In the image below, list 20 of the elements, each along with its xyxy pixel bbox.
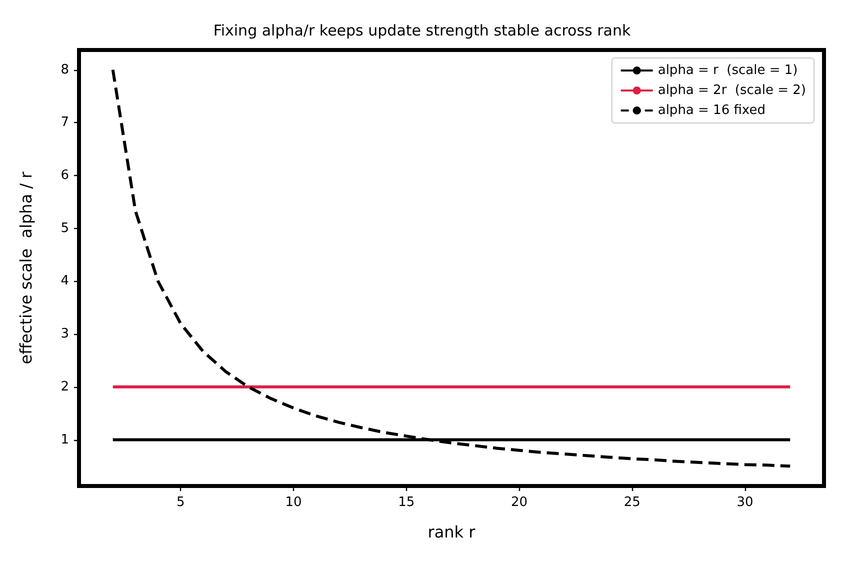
y-tick-label: 3 <box>60 326 69 342</box>
chart-title: Fixing alpha/r keeps update strength stable across rank <box>213 22 631 40</box>
x-tick-label: 5 <box>176 495 185 510</box>
legend-label: alpha = 2r (scale = 2) <box>658 83 806 98</box>
x-tick-label: 25 <box>624 495 640 510</box>
y-tick-label: 8 <box>60 62 69 78</box>
y-tick-label: 1 <box>60 432 69 448</box>
legend-label: alpha = r (scale = 1) <box>658 63 798 78</box>
y-axis-title: effective scale alpha / r <box>16 171 36 364</box>
x-tick-label: 20 <box>510 495 528 510</box>
y-tick-label: 7 <box>60 115 69 130</box>
y-tick-label: 4 <box>60 274 69 289</box>
x-tick-label: 15 <box>398 495 415 510</box>
y-tick-label: 2 <box>60 379 69 394</box>
x-tick-label: 30 <box>736 495 754 510</box>
x-axis-title: rank r <box>428 522 476 542</box>
x-tick-label: 10 <box>285 495 302 510</box>
y-tick-label: 5 <box>60 220 69 236</box>
y-tick-label: 6 <box>60 168 69 184</box>
legend-label: alpha = 16 fixed <box>658 103 766 118</box>
